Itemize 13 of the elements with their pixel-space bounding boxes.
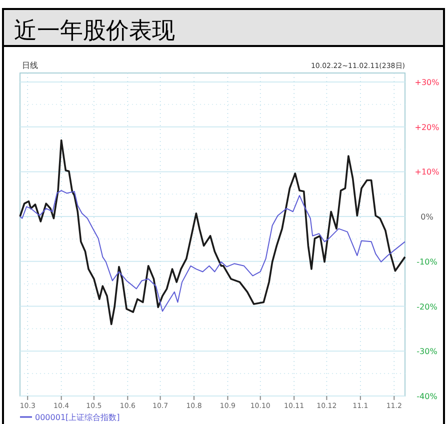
y-tick-label: -20%	[416, 302, 438, 312]
line-series	[20, 190, 406, 312]
line-series	[19, 139, 406, 326]
legend-label: 000001[上证综合指数]	[35, 413, 120, 422]
y-tick-label: +30%	[414, 78, 440, 87]
y-tick-label: -40%	[416, 392, 438, 401]
y-tick-label: +10%	[414, 168, 440, 177]
y-tick-label: +20%	[414, 122, 440, 132]
y-tick-label: -30%	[416, 347, 438, 356]
chart-title: 近一年股价表现	[14, 18, 175, 44]
y-tick-label: 0%	[420, 212, 434, 222]
y-tick-label: -10%	[416, 257, 438, 266]
text: 日线	[22, 61, 38, 70]
